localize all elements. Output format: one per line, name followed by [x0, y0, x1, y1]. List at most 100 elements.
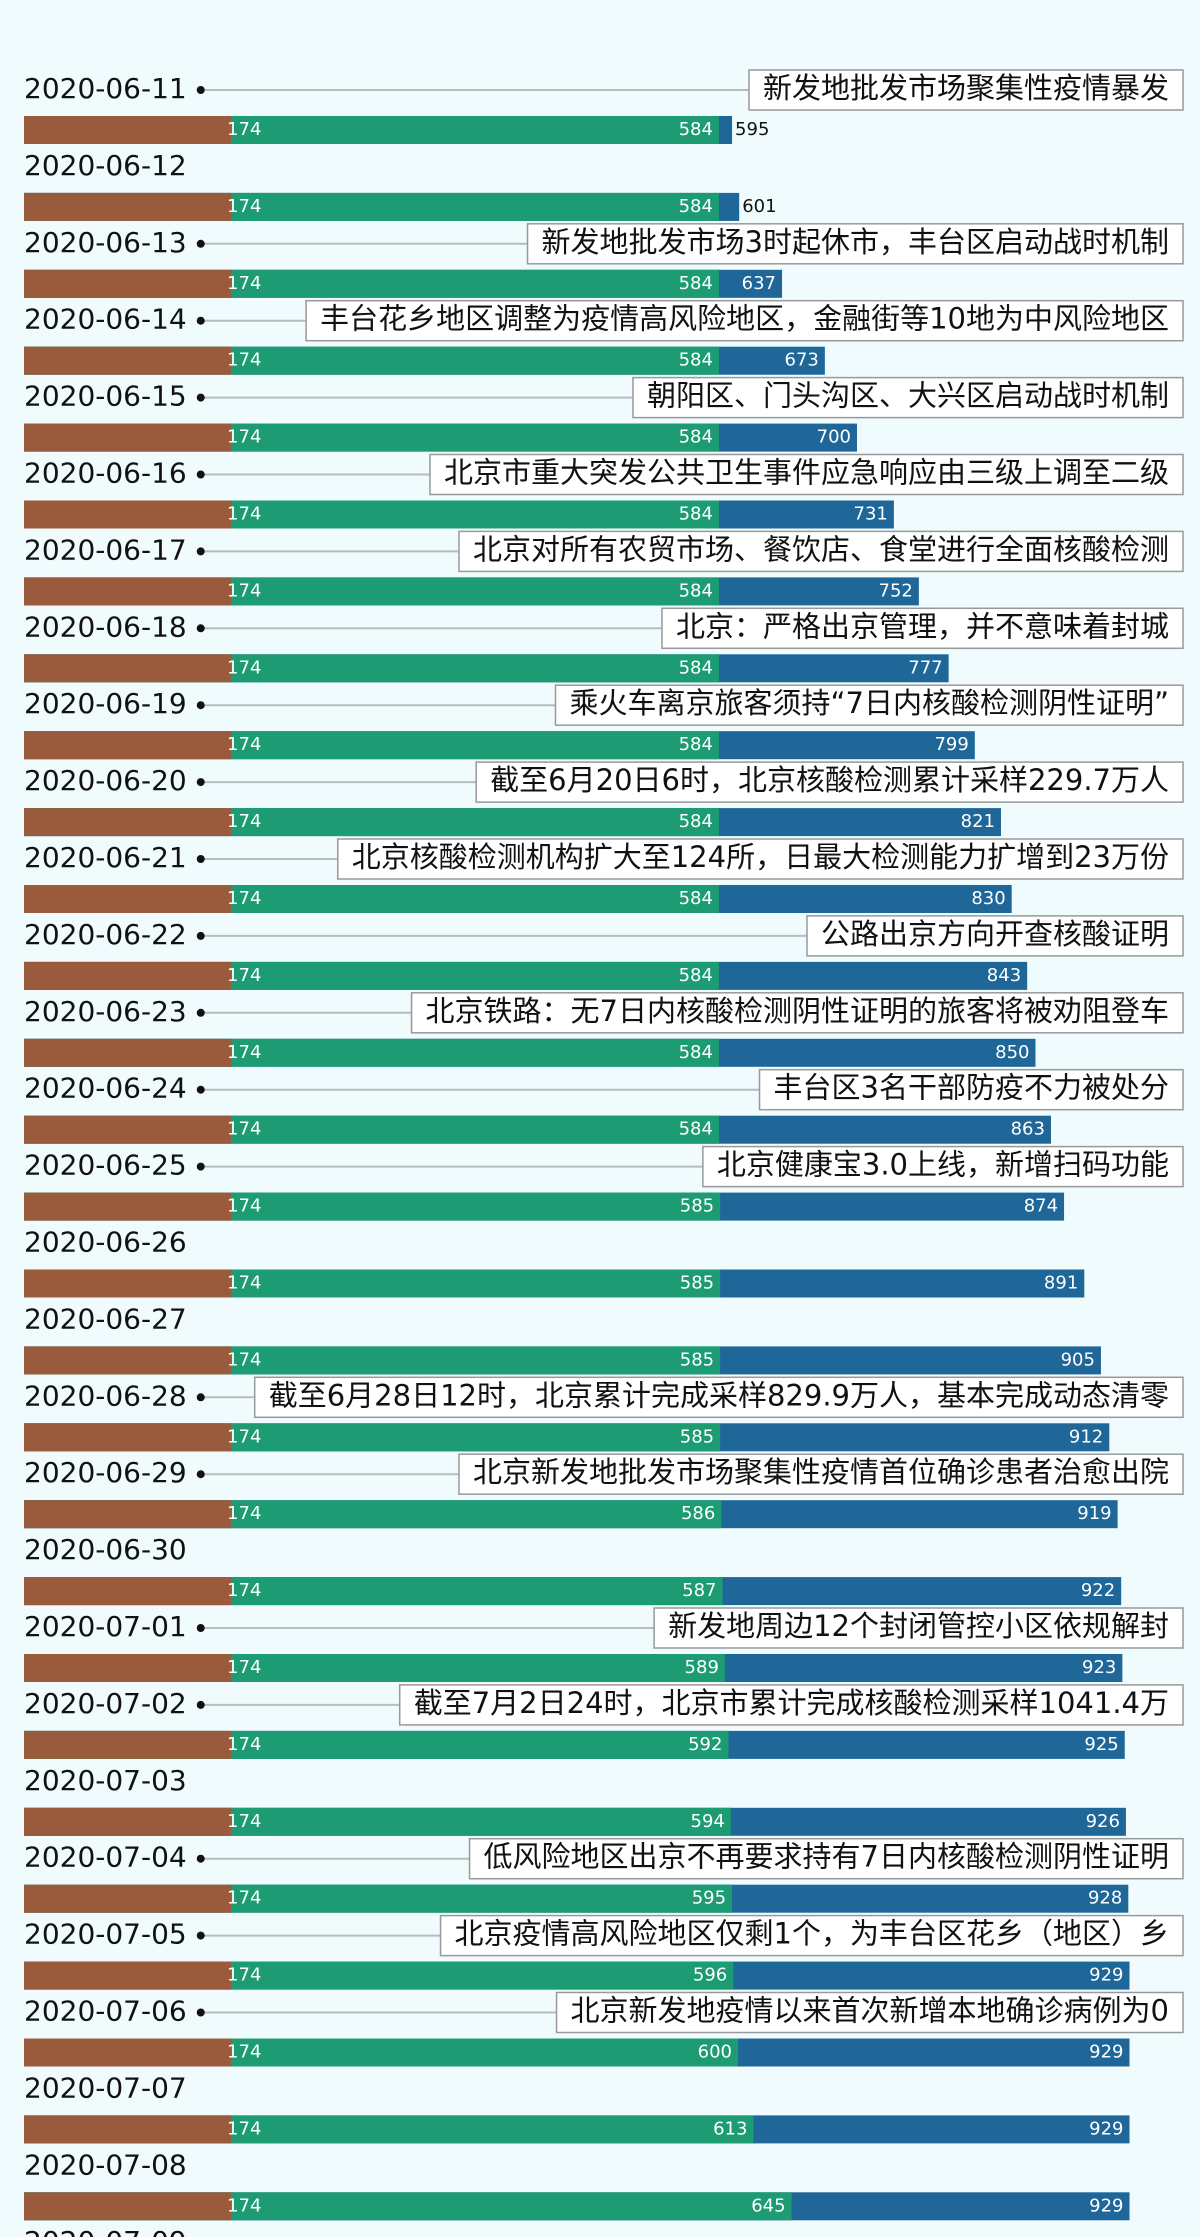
- bar-segment: [24, 1500, 232, 1529]
- bar-segment: [24, 1807, 232, 1836]
- bar-label: 905: [1061, 1349, 1095, 1370]
- annotation: 低风险地区出京不再要求持有7日内核酸检测阴性证明: [484, 1840, 1169, 1874]
- bar-label: 594: [691, 1811, 725, 1832]
- date-label: 2020-06-28: [24, 1379, 187, 1412]
- bar-label: 174: [227, 2042, 261, 2063]
- date-label: 2020-06-22: [24, 918, 187, 951]
- leader-dot: [196, 778, 205, 787]
- annotation-box: [429, 453, 1184, 496]
- annotation-box: [468, 1837, 1184, 1880]
- annotation: 截至6月20日6时，北京核酸检测累计采样229.7万人: [490, 763, 1169, 797]
- bar-label: 174: [227, 119, 261, 140]
- bar-label: 584: [679, 504, 713, 525]
- bar-segment: [24, 192, 232, 221]
- date-label: 2020-07-06: [24, 1995, 187, 2028]
- bar-label: 585: [680, 1196, 714, 1217]
- bar-segment: [24, 116, 232, 144]
- bar-segment: [24, 1269, 232, 1298]
- bar-label: 673: [785, 350, 819, 371]
- bar-label: 922: [1081, 1580, 1115, 1601]
- bar-segment: [24, 423, 232, 452]
- bar-label: 584: [679, 1042, 713, 1063]
- bar-label: 174: [227, 734, 261, 755]
- date-label: 2020-06-16: [24, 457, 187, 490]
- bar-segment: [24, 654, 232, 683]
- date-label: 2020-06-23: [24, 995, 187, 1028]
- annotation-box: [439, 1914, 1184, 1957]
- leader-dot: [196, 701, 205, 710]
- bar-label: 637: [742, 273, 776, 294]
- bar-label: 584: [679, 734, 713, 755]
- annotation-box: [702, 1145, 1184, 1188]
- annotation: 北京疫情高风险地区仅剩1个，为丰台区花乡（地区）乡: [455, 1917, 1169, 1951]
- bar-label: 585: [680, 1273, 714, 1294]
- bar-label: 926: [1086, 1811, 1120, 1832]
- annotation-box: [305, 299, 1184, 342]
- annotation: 朝阳区、门头沟区、大兴区启动战时机制: [647, 379, 1169, 413]
- annotation: 新发地批发市场3时起休市，丰台区启动战时机制: [542, 225, 1169, 259]
- bar-segment: [24, 1961, 232, 1990]
- bar-label: 925: [1084, 1734, 1118, 1755]
- leader-dot: [196, 239, 205, 248]
- annotation: 乘火车离京旅客须持“7日内核酸检测阴性证明”: [570, 686, 1170, 720]
- annotation: 北京新发地批发市场聚集性疫情首位确诊患者治愈出院: [473, 1455, 1169, 1489]
- date-label: 2020-06-12: [24, 149, 187, 182]
- date-label: 2020-06-24: [24, 1072, 187, 1105]
- date-label: 2020-06-20: [24, 764, 187, 797]
- bar-label: 174: [227, 1196, 261, 1217]
- bar-label: 587: [682, 1580, 716, 1601]
- annotation-box: [661, 607, 1184, 650]
- annotation-box: [458, 530, 1184, 573]
- bar-segment: [24, 500, 232, 529]
- bar-label: 601: [742, 196, 776, 217]
- date-label: 2020-06-13: [24, 226, 187, 259]
- bar-segment: [24, 1423, 232, 1452]
- bar-label: 584: [679, 1119, 713, 1140]
- date-label: 2020-06-26: [24, 1226, 187, 1259]
- bar-label: 929: [1089, 1965, 1123, 1986]
- annotation-box: [632, 376, 1184, 419]
- bar-label: 174: [227, 1426, 261, 1447]
- bar-label: 799: [934, 734, 968, 755]
- bar-label: 174: [227, 1734, 261, 1755]
- bar-label: 174: [227, 273, 261, 294]
- annotation-box: [526, 223, 1184, 265]
- bar-label: 174: [227, 965, 261, 986]
- bar-label: 174: [227, 196, 261, 217]
- leader-dot: [196, 855, 205, 863]
- leader-dot: [196, 2008, 205, 2017]
- leader-dot: [196, 1470, 205, 1479]
- annotation-box: [806, 915, 1184, 957]
- leader-dot: [196, 1854, 205, 1863]
- date-label: 2020-06-18: [24, 610, 187, 643]
- bar-label: 584: [679, 657, 713, 678]
- leader-dot: [196, 1931, 205, 1940]
- date-label: 2020-07-03: [24, 1764, 187, 1797]
- bar-segment: [24, 1884, 232, 1913]
- leader-dot: [196, 1085, 205, 1094]
- date-label: 2020-06-29: [24, 1456, 187, 1489]
- bar-segment: [24, 577, 232, 606]
- date-label: 2020-07-09: [24, 2225, 187, 2237]
- date-label: 2020-07-04: [24, 1841, 187, 1874]
- bar-segment: [24, 1730, 232, 1759]
- annotation-box: [748, 69, 1184, 111]
- bar-label: 592: [688, 1734, 722, 1755]
- bar-label: 700: [817, 427, 851, 448]
- bar-label: 595: [735, 119, 769, 140]
- bar-label: 174: [227, 1657, 261, 1678]
- annotation: 截至6月28日12时，北京累计完成采样829.9万人，基本完成动态清零: [269, 1378, 1169, 1412]
- annotation-box: [458, 1453, 1184, 1495]
- bar-label: 174: [227, 2118, 261, 2139]
- bar-label: 923: [1082, 1657, 1116, 1678]
- annotation-box: [555, 1991, 1184, 2034]
- annotation: 北京铁路：无7日内核酸检测阴性证明的旅客将被劝阻登车: [426, 994, 1169, 1028]
- bar-segment: [24, 269, 232, 298]
- leader-dot: [196, 1162, 205, 1171]
- bar-segment: [24, 1577, 232, 1606]
- bar-label: 584: [679, 580, 713, 601]
- bar-label: 174: [227, 427, 261, 448]
- bar-label: 919: [1077, 1503, 1111, 1524]
